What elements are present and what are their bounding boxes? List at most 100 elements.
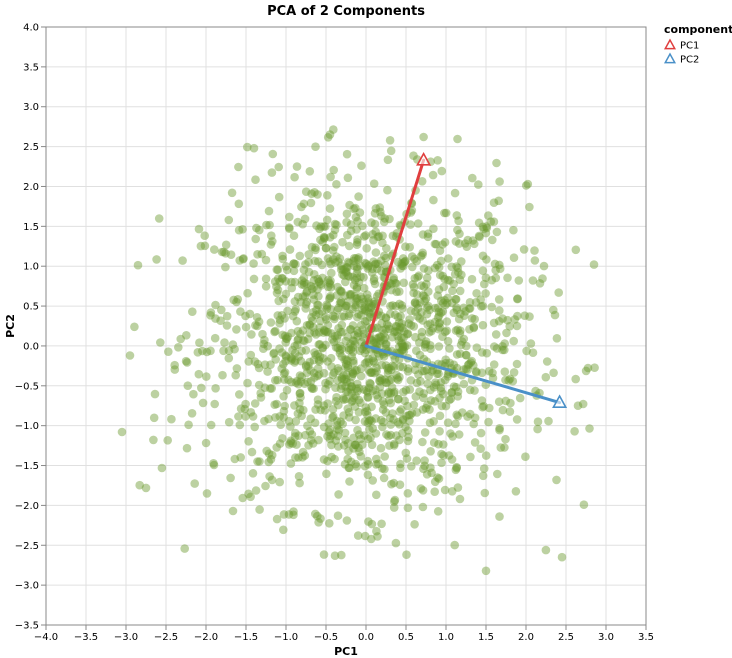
data-point	[453, 387, 463, 397]
data-point	[353, 332, 363, 341]
data-point	[293, 217, 303, 227]
y-tick-label: 1.0	[23, 262, 39, 273]
data-point	[447, 262, 457, 272]
data-point	[385, 214, 394, 224]
data-point	[402, 341, 412, 350]
data-point	[302, 321, 312, 330]
data-point	[300, 336, 309, 346]
data-point	[390, 497, 399, 506]
data-point	[362, 259, 371, 269]
data-point	[409, 151, 418, 160]
data-point	[372, 454, 381, 464]
data-point	[266, 240, 276, 249]
data-point	[379, 473, 389, 483]
data-point	[405, 385, 415, 394]
data-point	[349, 204, 359, 214]
data-point	[313, 300, 322, 310]
data-point	[407, 252, 417, 261]
data-point	[261, 274, 271, 284]
vector-marker-pc2	[552, 394, 568, 409]
data-point	[410, 254, 419, 264]
data-point	[301, 346, 311, 355]
data-point	[400, 327, 409, 336]
data-point	[361, 403, 371, 412]
data-point	[434, 369, 443, 379]
data-point	[323, 327, 333, 337]
data-point	[455, 349, 465, 359]
data-point	[135, 480, 144, 490]
data-point	[183, 381, 193, 391]
data-point	[307, 384, 317, 394]
data-point	[354, 395, 364, 405]
data-point	[348, 367, 357, 377]
data-point	[420, 340, 430, 349]
data-point	[383, 389, 393, 399]
data-point	[368, 424, 378, 433]
data-point	[388, 301, 397, 310]
data-point	[310, 270, 319, 279]
y-tick-label: −1.0	[15, 421, 39, 432]
data-point	[324, 419, 334, 428]
data-point	[414, 370, 423, 379]
data-point	[412, 408, 422, 417]
data-point	[318, 237, 327, 247]
data-point	[398, 323, 407, 333]
data-point	[406, 321, 416, 330]
data-point	[489, 360, 499, 369]
data-point	[226, 250, 236, 259]
data-point	[247, 447, 257, 457]
data-point	[328, 254, 338, 264]
data-point	[218, 370, 227, 380]
x-tick-label: 1.0	[438, 632, 454, 643]
data-point	[474, 180, 483, 189]
data-point	[354, 407, 364, 417]
data-point	[326, 276, 335, 286]
data-point	[391, 301, 401, 311]
data-point	[327, 362, 336, 372]
data-point	[334, 324, 343, 333]
data-point	[323, 191, 332, 200]
data-point	[557, 552, 567, 562]
data-point	[279, 406, 289, 416]
data-point	[304, 361, 313, 371]
data-point	[308, 308, 318, 317]
data-point	[368, 386, 378, 396]
data-point	[456, 309, 465, 319]
data-point	[305, 320, 315, 330]
data-point	[403, 367, 413, 376]
data-point	[343, 363, 353, 373]
legend-label-pc2: PC2	[680, 55, 699, 66]
data-point	[337, 373, 347, 382]
data-point	[353, 531, 363, 540]
data-point	[343, 361, 353, 370]
data-point	[425, 319, 435, 329]
data-point	[340, 355, 349, 365]
x-axis-title: PC1	[334, 645, 358, 658]
data-point	[268, 149, 278, 159]
data-point	[389, 362, 399, 371]
y-tick-label: −0.5	[15, 381, 39, 392]
data-point	[358, 221, 367, 231]
data-point	[226, 473, 235, 483]
data-point	[376, 311, 386, 321]
data-point	[459, 303, 469, 313]
data-point	[364, 383, 374, 393]
data-point	[470, 386, 479, 395]
data-point	[579, 500, 589, 510]
data-point	[363, 294, 373, 303]
data-point	[349, 358, 358, 368]
x-tick-label: 3.0	[598, 632, 614, 643]
data-point	[378, 238, 387, 248]
data-point	[462, 242, 472, 251]
data-point	[398, 345, 408, 354]
data-point	[452, 363, 462, 373]
data-point	[578, 399, 588, 409]
data-point	[209, 460, 219, 470]
data-point	[490, 342, 499, 351]
data-point	[267, 475, 277, 485]
data-point	[386, 301, 395, 311]
data-point	[353, 312, 362, 322]
data-point	[236, 307, 245, 316]
data-point	[373, 232, 383, 242]
data-point	[459, 334, 469, 344]
